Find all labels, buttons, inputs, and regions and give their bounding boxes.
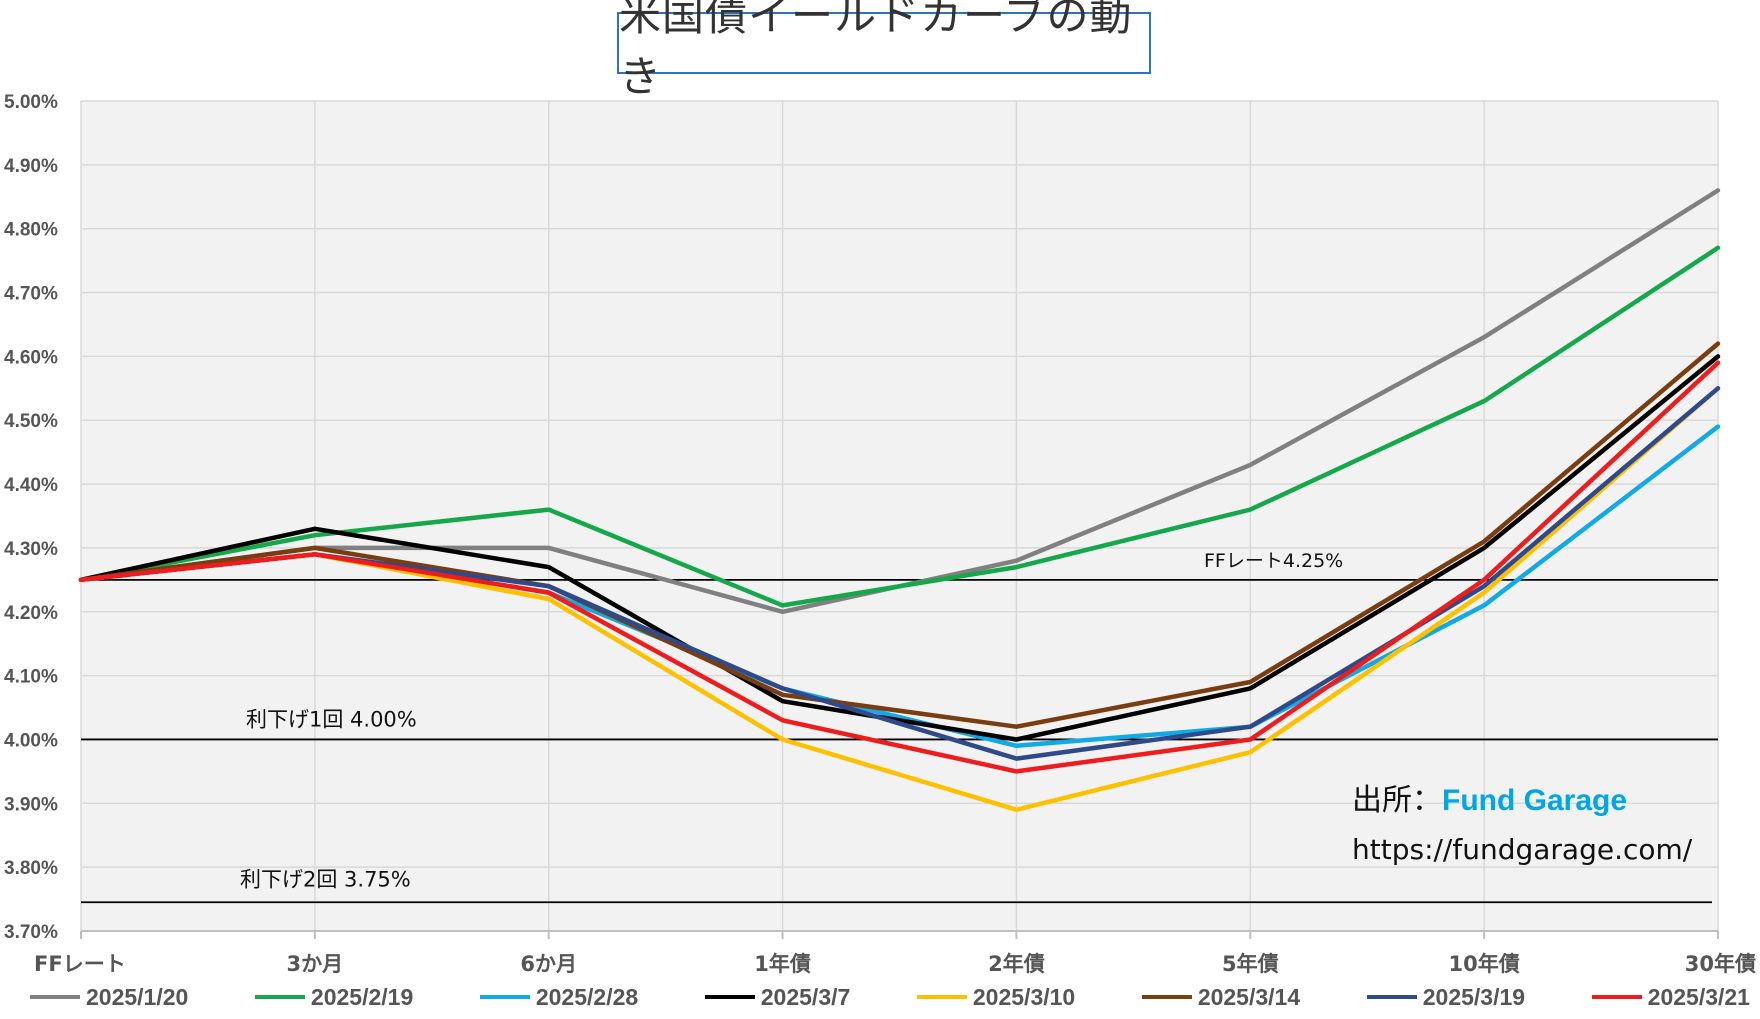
legend-item: 2025/3/19	[1367, 984, 1525, 1011]
legend-swatch	[480, 995, 530, 999]
legend-swatch	[30, 995, 80, 999]
y-tick-label: 4.90%	[4, 156, 58, 177]
reference-line-label: 利下げ1回 4.00%	[246, 707, 417, 731]
source-note: 出所：Fund Garage https://fundgarage.com/	[1352, 775, 1692, 866]
y-tick-label: 4.50%	[4, 411, 58, 432]
legend-item: 2025/1/20	[30, 984, 188, 1011]
y-tick-label: 4.40%	[4, 475, 58, 496]
x-tick-label: FFレート	[34, 952, 126, 976]
source-line: 出所：Fund Garage	[1352, 775, 1692, 819]
legend-swatch	[1367, 995, 1417, 999]
legend-swatch	[1142, 995, 1192, 999]
yield-curve-chart: FFレート4.25% 利下げ1回 4.00% 利下げ2回 3.75% 5.00% 4.…	[0, 0, 1760, 1019]
x-tick-label: 6か月	[520, 952, 577, 976]
source-url: https://fundgarage.com/	[1352, 833, 1692, 866]
y-tick-label: 4.30%	[4, 539, 58, 560]
y-tick-label: 3.70%	[4, 922, 58, 943]
reference-line-label: FFレート4.25%	[1204, 550, 1343, 572]
reference-line-label: 利下げ2回 3.75%	[240, 867, 411, 891]
y-tick-label: 3.90%	[4, 794, 58, 815]
y-tick-label: 4.60%	[4, 347, 58, 368]
legend-swatch	[917, 995, 967, 999]
y-axis: 5.00% 4.90% 4.80% 4.70% 4.60% 4.50% 4.40% 4.30%…	[4, 92, 58, 943]
y-tick-label: 4.10%	[4, 667, 58, 688]
x-tick-label: 3か月	[287, 952, 344, 976]
x-tick-label: 10年債	[1449, 952, 1520, 976]
y-tick-label: 3.80%	[4, 858, 58, 879]
y-tick-label: 5.00%	[4, 92, 58, 113]
legend: 2025/1/20 2025/2/19 2025/2/28 2025/3/7 2025/…	[30, 982, 1750, 1012]
source-prefix: 出所：	[1352, 783, 1442, 818]
legend-item: 2025/2/28	[480, 984, 638, 1011]
legend-swatch	[705, 995, 755, 999]
legend-label: 2025/3/14	[1198, 984, 1300, 1011]
legend-label: 2025/2/28	[536, 984, 638, 1011]
legend-item: 2025/2/19	[255, 984, 413, 1011]
y-tick-label: 4.70%	[4, 284, 58, 305]
x-tick-label: 1年債	[754, 952, 811, 976]
y-tick-label: 4.80%	[4, 220, 58, 241]
x-tick-label: 5年債	[1222, 952, 1279, 976]
legend-swatch	[255, 995, 305, 999]
legend-item: 2025/3/10	[917, 984, 1075, 1011]
legend-label: 2025/2/19	[311, 984, 413, 1011]
y-tick-label: 4.20%	[4, 603, 58, 624]
legend-label: 2025/1/20	[86, 984, 188, 1011]
legend-item: 2025/3/14	[1142, 984, 1300, 1011]
legend-item: 2025/3/7	[705, 984, 851, 1011]
legend-item: 2025/3/21	[1592, 984, 1750, 1011]
x-tick-label: 30年債	[1685, 952, 1756, 976]
legend-label: 2025/3/19	[1423, 984, 1525, 1011]
x-tick-label: 2年債	[988, 952, 1045, 976]
legend-label: 2025/3/7	[761, 984, 851, 1011]
source-brand: Fund Garage	[1442, 784, 1627, 817]
legend-label: 2025/3/10	[973, 984, 1075, 1011]
y-tick-label: 4.00%	[4, 730, 58, 751]
x-axis: FFレート 3か月 6か月 1年債 2年債 5年債 10年債 30年債	[34, 931, 1756, 976]
legend-swatch	[1592, 995, 1642, 999]
legend-label: 2025/3/21	[1648, 984, 1750, 1011]
